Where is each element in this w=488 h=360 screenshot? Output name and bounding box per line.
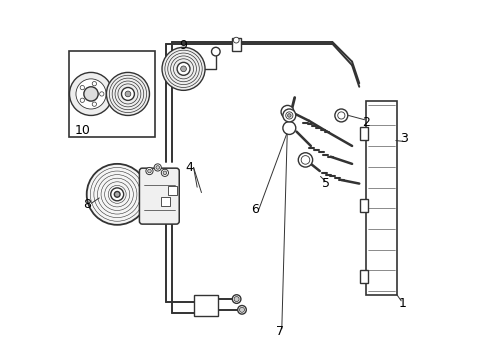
Circle shape: [110, 188, 123, 201]
Circle shape: [121, 87, 134, 100]
Circle shape: [92, 82, 96, 86]
Circle shape: [147, 169, 151, 173]
Text: 10: 10: [74, 124, 90, 137]
Circle shape: [177, 62, 190, 75]
Circle shape: [282, 122, 295, 134]
Text: 7: 7: [276, 325, 284, 338]
Circle shape: [281, 105, 293, 118]
Bar: [359, 199, 367, 212]
Text: 9: 9: [179, 39, 187, 52]
Bar: [366, 101, 396, 295]
Circle shape: [69, 72, 112, 116]
Circle shape: [80, 98, 84, 102]
Circle shape: [233, 37, 239, 43]
Circle shape: [301, 156, 309, 164]
Circle shape: [239, 307, 244, 312]
Circle shape: [100, 92, 104, 96]
FancyBboxPatch shape: [139, 168, 179, 224]
Circle shape: [83, 87, 98, 101]
Text: 2: 2: [362, 116, 369, 129]
Text: 6: 6: [251, 203, 259, 216]
Bar: [161, 197, 170, 206]
Circle shape: [285, 112, 292, 119]
Circle shape: [232, 295, 241, 303]
Circle shape: [80, 85, 84, 90]
Circle shape: [106, 72, 149, 116]
Text: 8: 8: [83, 198, 91, 211]
Bar: [194, 295, 217, 316]
Circle shape: [76, 79, 106, 109]
Circle shape: [298, 153, 312, 167]
Text: 4: 4: [184, 161, 192, 174]
Circle shape: [156, 166, 159, 169]
Circle shape: [86, 164, 147, 225]
Circle shape: [92, 102, 96, 106]
Circle shape: [125, 91, 131, 97]
Circle shape: [145, 167, 153, 175]
Bar: [69, 51, 155, 137]
Circle shape: [282, 109, 295, 122]
Circle shape: [114, 192, 120, 197]
Circle shape: [161, 169, 168, 176]
Bar: [359, 127, 367, 140]
Circle shape: [163, 171, 166, 175]
Bar: [167, 186, 176, 195]
Circle shape: [334, 109, 347, 122]
Bar: [359, 270, 367, 283]
Circle shape: [237, 306, 246, 314]
Bar: [231, 39, 241, 51]
Text: 1: 1: [398, 297, 406, 310]
Text: 5: 5: [322, 177, 329, 190]
Circle shape: [211, 47, 220, 56]
Text: 3: 3: [399, 132, 407, 145]
Circle shape: [162, 47, 204, 90]
Circle shape: [287, 114, 290, 117]
Circle shape: [337, 112, 344, 119]
Circle shape: [180, 66, 186, 72]
Circle shape: [154, 164, 161, 171]
Circle shape: [234, 297, 239, 302]
